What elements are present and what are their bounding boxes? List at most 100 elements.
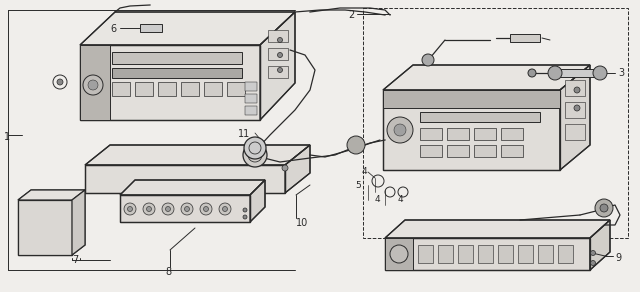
Bar [420,112,540,122]
Polygon shape [72,190,85,255]
Circle shape [243,215,247,219]
Circle shape [162,203,174,215]
Circle shape [574,105,580,111]
Circle shape [127,206,132,211]
Circle shape [124,203,136,215]
Circle shape [204,206,209,211]
Bar [112,52,242,64]
Bar [501,128,523,140]
Circle shape [595,199,613,217]
Bar [135,82,153,96]
Bar [227,82,245,96]
Bar [498,245,513,263]
Bar [565,102,585,118]
Text: 7: 7 [72,255,78,265]
Bar [268,66,288,78]
Polygon shape [385,220,610,238]
Polygon shape [18,200,72,255]
Circle shape [600,204,608,212]
Circle shape [147,206,152,211]
Bar [478,245,493,263]
Circle shape [143,203,155,215]
Bar [538,245,553,263]
Circle shape [593,66,607,80]
Circle shape [387,117,413,143]
Bar [474,128,496,140]
Circle shape [278,53,282,58]
Bar [418,245,433,263]
Polygon shape [383,65,590,90]
Polygon shape [590,220,610,270]
Text: 3: 3 [618,68,624,78]
Polygon shape [85,145,310,165]
Bar [363,8,628,238]
Bar [204,82,222,96]
Bar [501,145,523,157]
Bar [474,145,496,157]
Bar [112,82,130,96]
Circle shape [200,203,212,215]
Bar [438,245,453,263]
Text: 4: 4 [362,167,367,176]
Bar [420,128,442,140]
Text: 6: 6 [110,24,116,34]
Text: 1: 1 [4,132,10,142]
Bar [112,68,242,78]
Bar [268,30,288,42]
Polygon shape [80,45,260,120]
Text: 9: 9 [615,253,621,263]
Bar [420,145,442,157]
Bar [140,24,162,32]
Polygon shape [560,65,590,170]
Circle shape [591,251,595,256]
Circle shape [166,206,170,211]
Circle shape [390,245,408,263]
Text: 8: 8 [165,267,171,277]
Circle shape [278,67,282,72]
Polygon shape [120,195,250,222]
Bar [385,238,413,270]
Polygon shape [260,12,295,120]
Bar [245,82,257,91]
Bar [245,106,257,115]
Polygon shape [385,238,590,270]
Circle shape [528,69,536,77]
Circle shape [219,203,231,215]
Text: 2: 2 [348,10,355,20]
Bar [447,128,469,140]
Circle shape [278,37,282,43]
Text: 11: 11 [237,129,250,139]
Circle shape [88,80,98,90]
Bar [181,82,199,96]
Bar [80,45,110,120]
Circle shape [243,208,247,212]
Circle shape [282,165,288,171]
Circle shape [347,136,365,154]
Polygon shape [120,180,265,195]
Polygon shape [383,90,560,170]
Bar [510,34,540,42]
Polygon shape [80,12,295,45]
Bar [268,48,288,60]
Bar [158,82,176,96]
Bar [558,245,573,263]
Bar [447,145,469,157]
Bar [383,90,560,108]
Circle shape [57,79,63,85]
Circle shape [223,206,227,211]
Circle shape [591,260,595,265]
Text: 4: 4 [398,195,404,204]
Circle shape [83,75,103,95]
Text: 5: 5 [355,181,361,190]
Bar [245,94,257,103]
Text: 10: 10 [296,218,308,228]
Circle shape [394,124,406,136]
Circle shape [422,54,434,66]
Bar [458,245,473,263]
Circle shape [243,143,267,167]
Text: 4: 4 [375,195,381,204]
Circle shape [184,206,189,211]
Bar [518,245,533,263]
Polygon shape [285,145,310,193]
Circle shape [574,87,580,93]
